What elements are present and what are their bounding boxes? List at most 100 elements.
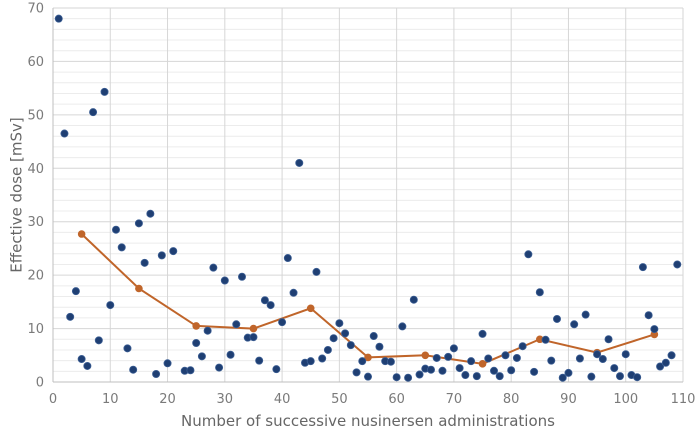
scatter-point — [661, 358, 670, 367]
scatter-point — [123, 344, 132, 353]
scatter-point — [278, 318, 287, 327]
scatter-point — [226, 350, 235, 359]
scatter-point — [386, 357, 395, 366]
scatter-point — [472, 372, 481, 381]
scatter-point — [530, 367, 539, 376]
mean-line-marker — [421, 351, 430, 360]
scatter-point — [54, 14, 63, 23]
x-tick-label: 0 — [49, 392, 57, 407]
scatter-point — [89, 108, 98, 117]
scatter-point — [94, 336, 103, 345]
x-tick-label: 70 — [446, 392, 463, 407]
y-axis-title: Effective dose [mSv] — [8, 117, 26, 272]
scatter-point — [449, 344, 458, 353]
scatter-point — [621, 350, 630, 359]
scatter-point — [598, 355, 607, 364]
scatter-point — [507, 366, 516, 375]
scatter-point — [547, 356, 556, 365]
scatter-point — [352, 368, 361, 377]
x-axis-title: Number of successive nusinersen administ… — [181, 412, 555, 430]
scatter-point — [495, 372, 504, 381]
x-tick-label: 10 — [102, 392, 119, 407]
scatter-point — [106, 301, 115, 310]
scatter-series — [54, 14, 682, 382]
x-tick-label: 110 — [671, 392, 695, 407]
mean-line-marker — [536, 335, 544, 344]
x-tick-label: 60 — [388, 392, 405, 407]
scatter-point — [363, 372, 372, 381]
scatter-point — [553, 314, 562, 323]
y-tick-label: 10 — [27, 322, 44, 337]
scatter-point — [203, 326, 212, 335]
scatter-point — [197, 352, 206, 361]
y-tick-label: 30 — [27, 215, 44, 230]
scatter-point — [501, 351, 510, 360]
x-tick-label: 100 — [613, 392, 638, 407]
scatter-point — [432, 353, 441, 362]
scatter-point — [358, 357, 367, 366]
scatter-point — [426, 365, 435, 374]
scatter-point — [604, 335, 613, 344]
scatter-point — [249, 333, 258, 342]
y-tick-label: 20 — [27, 269, 44, 284]
scatter-point — [260, 296, 269, 305]
y-tick-label: 60 — [27, 55, 44, 70]
scatter-point — [438, 366, 447, 375]
scatter-point — [564, 368, 573, 377]
scatter-point — [71, 287, 80, 296]
scatter-point — [455, 364, 464, 373]
mean-line-marker — [77, 230, 86, 238]
scatter-point — [186, 366, 195, 375]
scatter-point — [157, 251, 166, 260]
scatter-point — [140, 258, 149, 267]
scatter-point — [524, 250, 533, 259]
scatter-point — [467, 357, 476, 366]
scatter-point — [369, 332, 378, 341]
y-tick-label: 70 — [27, 2, 44, 17]
scatter-point — [220, 276, 229, 285]
scatter-point — [667, 351, 676, 360]
scatter-point — [375, 342, 384, 351]
scatter-point — [570, 320, 579, 329]
x-tick-label: 40 — [274, 392, 291, 407]
scatter-point — [169, 247, 178, 256]
y-tick-label: 0 — [36, 376, 44, 391]
mean-line-marker — [306, 304, 315, 313]
scatter-point — [272, 365, 281, 374]
scatter-point — [398, 322, 407, 331]
scatter-point — [633, 373, 642, 382]
scatter-point — [415, 370, 424, 379]
scatter-point — [77, 355, 86, 364]
x-tick-labels: 0 10 20 30 40 50 60 70 80 90 100 110 — [49, 392, 695, 407]
scatter-point — [312, 267, 321, 276]
scatter-point — [575, 354, 584, 363]
scatter-point — [329, 334, 338, 343]
scatter-point — [518, 342, 527, 351]
mean-line-marker — [249, 324, 258, 333]
mean-line-marker — [135, 284, 143, 293]
scatter-point — [616, 372, 625, 381]
scatter-point — [593, 350, 602, 359]
scatter-point — [129, 365, 138, 374]
x-tick-label: 80 — [503, 392, 520, 407]
scatter-point — [610, 364, 619, 373]
x-tick-label: 90 — [560, 392, 577, 407]
axes — [52, 8, 683, 383]
scatter-point — [656, 362, 665, 371]
scatter-point — [152, 369, 161, 378]
mean-line-marker — [364, 353, 372, 362]
scatter-point — [489, 366, 498, 375]
scatter-point — [134, 219, 143, 228]
scatter-point — [638, 263, 647, 272]
scatter-point — [266, 301, 275, 310]
scatter-point — [650, 325, 659, 334]
scatter-point — [484, 354, 493, 363]
scatter-point — [535, 288, 544, 297]
scatter-point — [478, 329, 487, 338]
mean-line-marker — [478, 360, 487, 368]
scatter-point — [644, 311, 653, 320]
scatter-point — [587, 372, 596, 381]
scatter-point — [323, 345, 332, 354]
mean-line-series — [77, 230, 659, 368]
